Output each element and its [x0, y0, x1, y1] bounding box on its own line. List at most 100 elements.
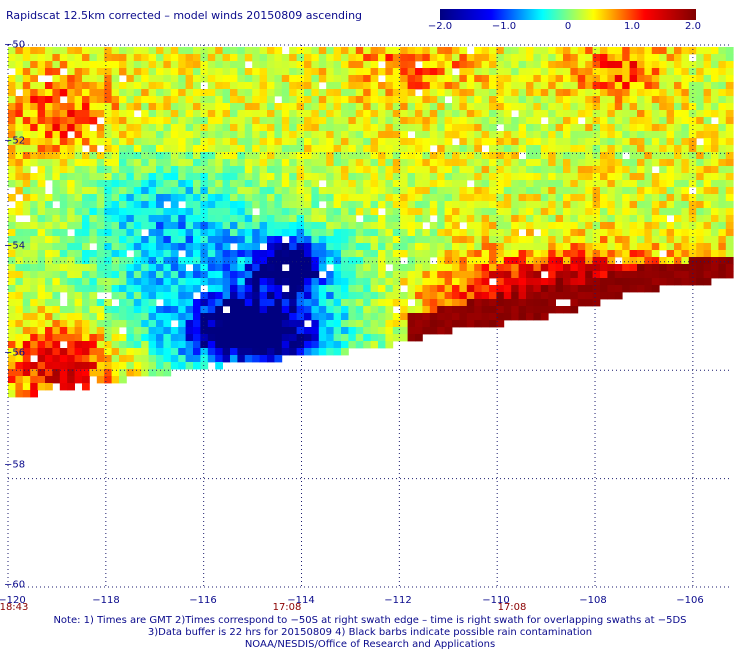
wind-cell	[59, 278, 68, 286]
wind-cell	[89, 96, 98, 104]
wind-cell	[585, 82, 593, 90]
wind-cell	[244, 222, 253, 230]
wind-cell	[711, 131, 719, 139]
wind-cell	[111, 173, 120, 181]
wind-cell	[126, 355, 135, 363]
wind-cell	[215, 96, 223, 104]
wind-cell	[318, 236, 327, 244]
wind-cell	[622, 208, 630, 216]
wind-cell	[555, 292, 564, 300]
wind-cell	[548, 159, 556, 167]
wind-cell	[156, 117, 164, 125]
wind-cell	[370, 47, 379, 55]
wind-cell	[489, 124, 497, 132]
wind-cell	[533, 250, 542, 258]
wind-cell	[222, 250, 231, 258]
wind-cell	[563, 173, 571, 181]
wind-cell	[422, 103, 431, 111]
wind-cell	[200, 299, 209, 307]
wind-cell	[15, 355, 24, 363]
wind-cell	[111, 320, 120, 328]
wind-cell	[415, 75, 423, 83]
wind-cell	[274, 68, 283, 76]
wind-cell	[318, 348, 327, 356]
wind-cell	[622, 96, 630, 104]
wind-cell	[333, 131, 342, 139]
wind-cell	[22, 75, 31, 83]
wind-cell	[518, 110, 527, 118]
wind-cell	[96, 187, 105, 195]
wind-cell	[363, 138, 371, 146]
wind-cell	[289, 278, 297, 286]
wind-cell	[133, 236, 142, 244]
wind-cell	[67, 110, 75, 118]
wind-cell	[563, 61, 571, 69]
wind-cell	[725, 215, 734, 223]
wind-cell	[222, 54, 231, 62]
wind-cell	[444, 194, 453, 202]
wind-cell	[355, 208, 364, 216]
wind-cell	[577, 131, 586, 139]
wind-cell	[318, 124, 327, 132]
wind-cell	[82, 348, 90, 356]
wind-cell	[22, 187, 31, 195]
wind-cell	[496, 250, 505, 258]
wind-cell	[363, 180, 371, 188]
wind-cell	[259, 173, 268, 181]
wind-cell	[215, 285, 223, 293]
wind-cell	[304, 306, 312, 314]
wind-cell	[466, 103, 475, 111]
wind-cell	[200, 89, 209, 97]
wind-cell	[274, 313, 283, 321]
wind-cell	[392, 320, 401, 328]
wind-cell	[22, 138, 31, 146]
wind-cell	[259, 201, 268, 209]
wind-cell	[252, 166, 260, 174]
wind-cell	[644, 96, 653, 104]
wind-cell	[725, 229, 734, 237]
wind-cell	[104, 306, 112, 314]
wind-cell	[688, 159, 697, 167]
wind-cell	[548, 131, 556, 139]
wind-cell	[481, 313, 490, 321]
wind-cell	[37, 257, 46, 265]
wind-cell	[148, 54, 157, 62]
wind-cell	[600, 250, 608, 258]
wind-cell	[178, 313, 186, 321]
wind-cell	[170, 194, 179, 202]
wind-cell	[474, 68, 482, 76]
wind-cell	[429, 327, 438, 335]
wind-cell	[422, 68, 431, 76]
wind-cell	[370, 215, 379, 223]
wind-cell	[459, 173, 468, 181]
wind-cell	[496, 285, 505, 293]
wind-cell	[429, 208, 438, 216]
wind-cell	[592, 124, 601, 132]
wind-cell	[555, 152, 564, 160]
wind-cell	[207, 271, 216, 279]
wind-cell	[119, 306, 127, 314]
wind-cell	[600, 166, 608, 174]
wind-cell	[30, 327, 38, 335]
wind-cell	[259, 82, 268, 90]
wind-cell	[688, 215, 697, 223]
wind-cell	[30, 285, 38, 293]
wind-cell	[511, 187, 519, 195]
wind-cell	[207, 201, 216, 209]
wind-cell	[496, 194, 505, 202]
wind-cell	[193, 75, 201, 83]
wind-cell	[674, 201, 682, 209]
wind-cell	[252, 131, 260, 139]
wind-cell	[148, 236, 157, 244]
wind-cell	[281, 229, 290, 237]
wind-cell	[585, 257, 593, 265]
wind-cell	[348, 229, 357, 237]
wind-cell	[533, 299, 542, 307]
wind-cell	[296, 264, 305, 272]
wind-cell	[178, 320, 186, 328]
wind-cell	[289, 89, 297, 97]
wind-cell	[82, 341, 90, 349]
wind-cell	[651, 236, 660, 244]
wind-cell	[378, 341, 386, 349]
wind-cell	[230, 348, 238, 356]
